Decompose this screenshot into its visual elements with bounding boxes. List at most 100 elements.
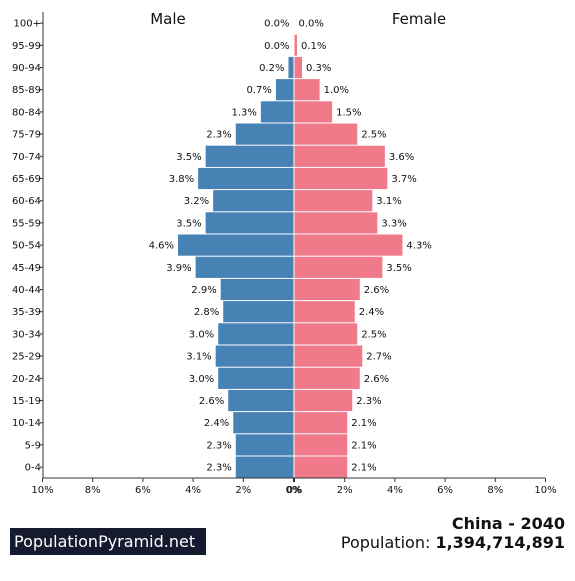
bars-layer: 0.0% 0.0% 100+ 0.0% 0.1% 95-99 0.2% 0.3% 90-94 0.… (12, 19, 432, 478)
x-tick-label-female: 8% (487, 485, 503, 496)
country-year: China - 2040 (451, 514, 565, 533)
female-bar (294, 234, 403, 256)
female-bar (294, 190, 373, 212)
x-tick-label-male: 10% (31, 485, 53, 496)
age-group-label: 80-84 (12, 107, 41, 118)
male-value-label: 3.2% (184, 196, 209, 207)
age-group-label: 25-29 (12, 352, 41, 363)
male-bar (288, 56, 294, 79)
age-group-label: 65-69 (12, 174, 41, 185)
age-group-label: 55-59 (12, 218, 41, 229)
male-bar (178, 234, 294, 256)
male-bar (215, 345, 294, 367)
female-value-label: 2.1% (351, 440, 376, 451)
female-value-label: 2.5% (361, 329, 386, 340)
male-bar (260, 101, 294, 123)
male-bar (205, 212, 294, 234)
female-bar (294, 367, 360, 389)
male-value-label: 3.5% (176, 152, 201, 163)
age-group-label: 35-39 (12, 307, 41, 318)
female-bar (294, 56, 303, 79)
male-bar (198, 167, 294, 190)
age-group-label: 90-94 (12, 63, 41, 74)
male-bar (228, 389, 294, 412)
female-bar (294, 345, 363, 367)
female-bar (294, 456, 348, 478)
female-value-label: 0.0% (299, 19, 324, 30)
female-value-label: 2.7% (366, 352, 391, 363)
male-bar (275, 79, 294, 101)
female-value-label: 1.5% (336, 107, 361, 118)
male-value-label: 0.0% (264, 19, 289, 30)
male-value-label: 2.3% (206, 130, 231, 141)
population-value: 1,394,714,891 (435, 533, 565, 552)
male-bar (235, 434, 294, 456)
male-value-label: 3.1% (186, 352, 211, 363)
male-value-label: 0.7% (247, 85, 272, 96)
population-label: Population: (340, 533, 431, 552)
age-group-label: 95-99 (12, 41, 41, 52)
female-bar (294, 212, 378, 234)
x-tick-label-female: 6% (437, 485, 453, 496)
female-value-label: 2.1% (351, 463, 376, 474)
male-value-label: 3.0% (189, 374, 214, 385)
male-label: Male (150, 10, 186, 28)
female-value-label: 2.5% (361, 130, 386, 141)
female-value-label: 3.1% (376, 196, 401, 207)
male-value-label: 2.8% (194, 307, 219, 318)
x-tick-label-male: 8% (85, 485, 101, 496)
male-bar (235, 123, 294, 145)
female-value-label: 0.1% (301, 41, 326, 52)
x-tick-label-male: 0% (286, 485, 302, 496)
x-tick-label-male: 6% (135, 485, 151, 496)
age-group-label: 50-54 (12, 241, 41, 252)
female-label: Female (392, 10, 446, 28)
male-bar (235, 456, 294, 478)
axes-layer: 10% 8% 6% 4% 2% 0%0% 2% 4% 6% 8% 10% (31, 12, 557, 496)
male-bar (218, 323, 294, 345)
x-tick-label-female: 10% (534, 485, 556, 496)
female-value-label: 1.0% (324, 85, 349, 96)
female-bar (294, 79, 320, 101)
female-bar (294, 389, 353, 412)
female-value-label: 3.5% (386, 263, 411, 274)
male-value-label: 2.3% (206, 440, 231, 451)
female-bar (294, 301, 355, 323)
male-value-label: 4.6% (149, 241, 174, 252)
age-group-label: 75-79 (12, 130, 41, 141)
x-tick-label-female: 4% (387, 485, 403, 496)
age-group-label: 15-19 (12, 396, 41, 407)
age-group-label: 20-24 (12, 374, 41, 385)
female-value-label: 2.6% (364, 285, 389, 296)
age-group-label: 100+ (14, 19, 41, 30)
female-value-label: 2.6% (364, 374, 389, 385)
age-group-label: 5-9 (25, 440, 41, 451)
female-bar (294, 34, 298, 56)
age-group-label: 30-34 (12, 329, 41, 340)
male-bar (233, 412, 294, 434)
male-value-label: 3.8% (169, 174, 194, 185)
male-bar (205, 145, 294, 167)
female-value-label: 2.4% (359, 307, 384, 318)
male-bar (220, 278, 294, 301)
age-group-label: 85-89 (12, 85, 41, 96)
female-value-label: 2.1% (351, 418, 376, 429)
female-bar (294, 323, 358, 345)
female-bar (294, 145, 385, 167)
brand-badge[interactable]: PopulationPyramid.net (10, 528, 206, 555)
age-group-label: 40-44 (12, 285, 41, 296)
x-tick-label-male: 2% (235, 485, 251, 496)
female-value-label: 2.3% (356, 396, 381, 407)
age-group-label: 60-64 (12, 196, 41, 207)
population-pyramid-chart: Male Female 0.0% 0.0% 100+ 0.0% 0.1% 95-99 0.2… (12, 10, 557, 496)
female-value-label: 3.6% (389, 152, 414, 163)
age-group-label: 10-14 (12, 418, 41, 429)
male-value-label: 0.0% (264, 41, 289, 52)
brand-text: PopulationPyramid.net (14, 532, 196, 551)
male-value-label: 3.9% (166, 263, 191, 274)
male-bar (223, 301, 294, 323)
x-tick-label-male: 4% (185, 485, 201, 496)
female-value-label: 3.7% (391, 174, 416, 185)
age-group-label: 45-49 (12, 263, 41, 274)
male-bar (218, 367, 294, 389)
